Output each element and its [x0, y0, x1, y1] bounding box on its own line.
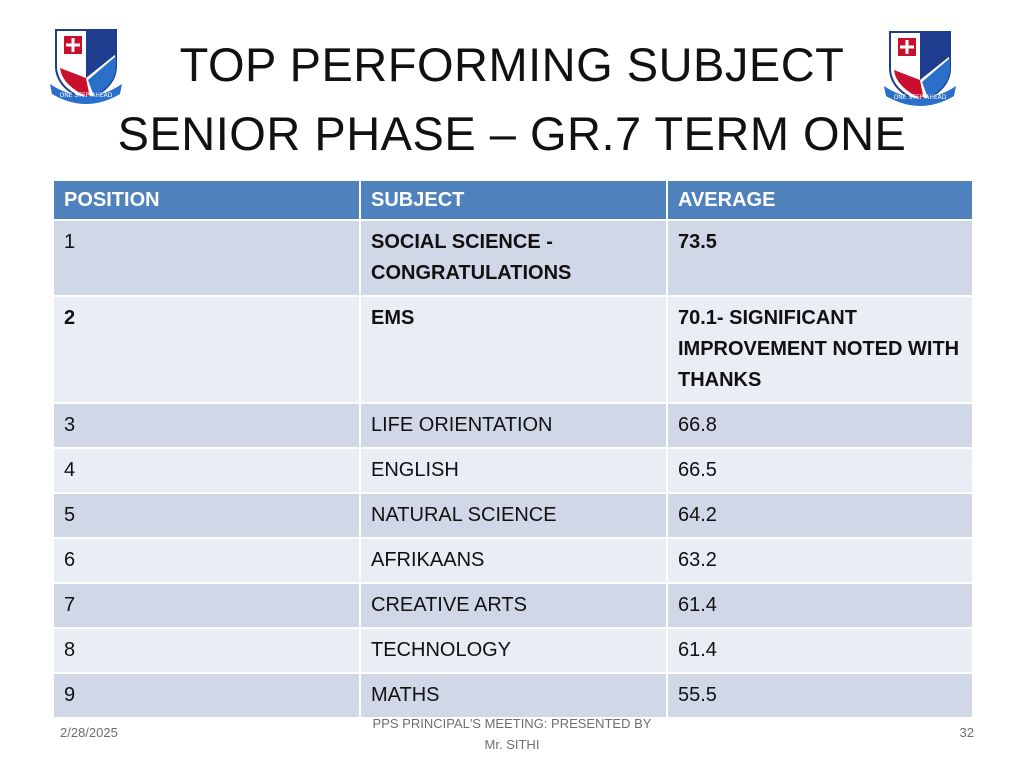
- cell-position: 5: [52, 492, 361, 539]
- header-position: POSITION: [52, 179, 361, 221]
- results-table: POSITION SUBJECT AVERAGE 1 SOCIAL SCIENC…: [52, 179, 974, 719]
- slide-title: TOP PERFORMING SUBJECT SENIOR PHASE – GR…: [110, 30, 914, 168]
- header-subject: SUBJECT: [359, 179, 668, 221]
- footer-date: 2/28/2025: [60, 725, 118, 740]
- cell-average: 63.2: [666, 537, 974, 584]
- cell-average: 55.5: [666, 672, 974, 719]
- cell-position: 6: [52, 537, 361, 584]
- title-line-2: SENIOR PHASE – GR.7 TERM ONE: [117, 107, 907, 160]
- footer-presenter: PPS PRINCIPAL'S MEETING: PRESENTED BY Mr…: [352, 713, 672, 755]
- header-average: AVERAGE: [666, 179, 974, 221]
- cell-position: 3: [52, 402, 361, 449]
- cell-average: 61.4: [666, 582, 974, 629]
- school-crest-logo-right: ONE STEP AHEAD: [884, 31, 956, 106]
- cell-average: 64.2: [666, 492, 974, 539]
- cell-subject: LIFE ORIENTATION: [359, 402, 668, 449]
- title-line-1: TOP PERFORMING SUBJECT: [179, 38, 845, 91]
- footer-presenter-line-2: Mr. SITHI: [484, 737, 540, 752]
- table-row: 5 NATURAL SCIENCE 64.2: [52, 492, 974, 539]
- cell-position: 2: [52, 295, 361, 404]
- cell-position: 7: [52, 582, 361, 629]
- table-header-row: POSITION SUBJECT AVERAGE: [52, 179, 974, 221]
- cell-subject: SOCIAL SCIENCE - CONGRATULATIONS: [359, 219, 668, 297]
- cell-average: 66.8: [666, 402, 974, 449]
- cell-average: 61.4: [666, 627, 974, 674]
- table-row: 4 ENGLISH 66.5: [52, 447, 974, 494]
- cell-average: 70.1- SIGNIFICANT IMPROVEMENT NOTED WITH…: [666, 295, 974, 404]
- cell-position: 4: [52, 447, 361, 494]
- svg-text:ONE STEP AHEAD: ONE STEP AHEAD: [60, 92, 113, 99]
- cell-position: 8: [52, 627, 361, 674]
- table-row: 2 EMS 70.1- SIGNIFICANT IMPROVEMENT NOTE…: [52, 295, 974, 404]
- table-row: 3 LIFE ORIENTATION 66.8: [52, 402, 974, 449]
- table-row: 9 MATHS 55.5: [52, 672, 974, 719]
- svg-text:ONE STEP AHEAD: ONE STEP AHEAD: [894, 94, 947, 101]
- cell-position: 1: [52, 219, 361, 297]
- cell-subject: AFRIKAANS: [359, 537, 668, 584]
- school-crest-logo-left: ONE STEP AHEAD: [50, 29, 122, 104]
- table-row: 8 TECHNOLOGY 61.4: [52, 627, 974, 674]
- table-row: 7 CREATIVE ARTS 61.4: [52, 582, 974, 629]
- cell-average: 73.5: [666, 219, 974, 297]
- cell-subject: ENGLISH: [359, 447, 668, 494]
- cell-subject: MATHS: [359, 672, 668, 719]
- table-row: 6 AFRIKAANS 63.2: [52, 537, 974, 584]
- cell-average: 66.5: [666, 447, 974, 494]
- cell-subject: NATURAL SCIENCE: [359, 492, 668, 539]
- cell-subject: EMS: [359, 295, 668, 404]
- cell-position: 9: [52, 672, 361, 719]
- cell-subject: CREATIVE ARTS: [359, 582, 668, 629]
- cell-subject: TECHNOLOGY: [359, 627, 668, 674]
- footer-presenter-line-1: PPS PRINCIPAL'S MEETING: PRESENTED BY: [372, 716, 652, 731]
- table-row: 1 SOCIAL SCIENCE - CONGRATULATIONS 73.5: [52, 219, 974, 297]
- footer-page-number: 32: [959, 725, 974, 740]
